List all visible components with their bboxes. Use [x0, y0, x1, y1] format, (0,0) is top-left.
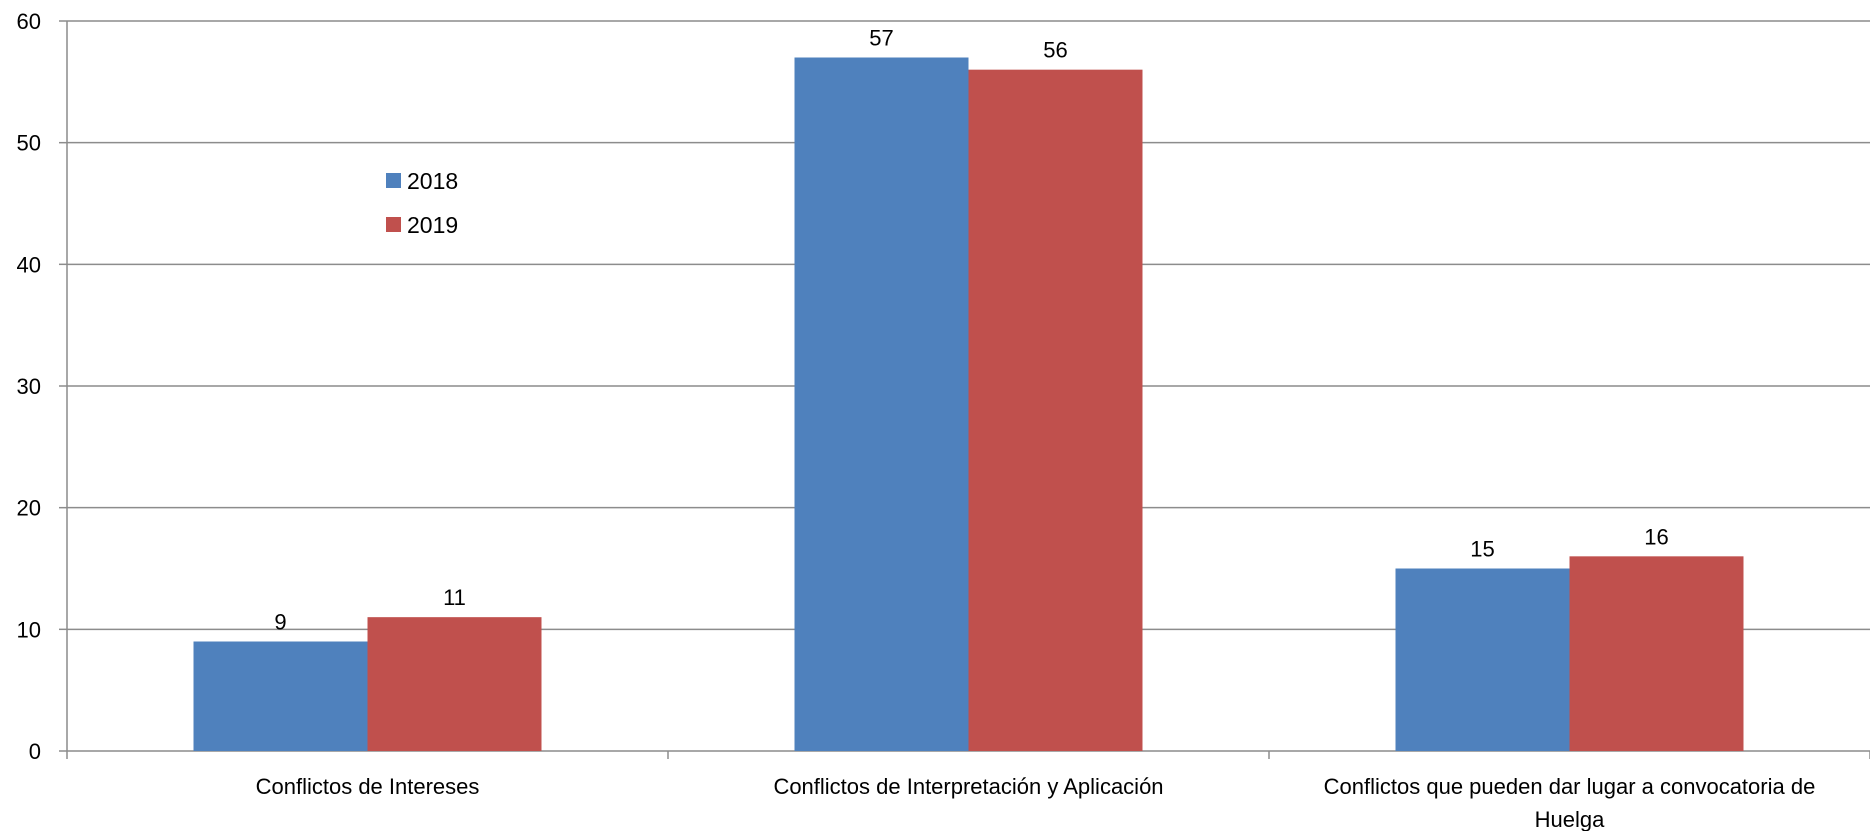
y-tick-label: 50: [17, 131, 41, 156]
x-tick-label: Huelga: [1535, 807, 1605, 831]
data-label-2018-0: 9: [274, 610, 286, 635]
legend: 2018 2019: [386, 168, 458, 238]
data-label-2019-0: 11: [443, 585, 466, 610]
data-label-2019-1: 56: [1043, 38, 1067, 63]
y-tick-label: 60: [17, 9, 41, 34]
bar-2019-0: [367, 617, 542, 751]
data-labels: 9 11 57 56 15 16: [274, 26, 1668, 635]
bar-2018-0: [193, 641, 368, 751]
legend-swatch-2019: [386, 217, 401, 232]
legend-swatch-2018: [386, 173, 401, 188]
data-label-2018-2: 15: [1470, 537, 1494, 562]
x-tick-label: Conflictos de Intereses: [256, 774, 480, 799]
axes: 0 10 20 30 40 50 60 Conflictos de Intereses Conf…: [17, 9, 1870, 831]
data-label-2019-2: 16: [1644, 524, 1668, 549]
bar-2019-2: [1569, 556, 1744, 751]
y-tick-label: 30: [17, 374, 41, 399]
legend-label-2018: 2018: [407, 168, 458, 194]
y-tick-label: 20: [17, 496, 41, 521]
x-tick-label: Conflictos que pueden dar lugar a convoc…: [1324, 774, 1816, 799]
x-tick-label: Conflictos de Interpretación y Aplicació…: [773, 774, 1163, 799]
data-label-2018-1: 57: [869, 26, 893, 51]
bar-2019-1: [968, 69, 1143, 751]
bar-2018-1: [794, 57, 969, 751]
bars: [193, 57, 1744, 751]
legend-label-2019: 2019: [407, 212, 458, 238]
y-tick-label: 10: [17, 617, 41, 642]
y-tick-label: 0: [29, 739, 41, 764]
bar-2018-2: [1395, 568, 1570, 751]
y-tick-label: 40: [17, 252, 41, 277]
